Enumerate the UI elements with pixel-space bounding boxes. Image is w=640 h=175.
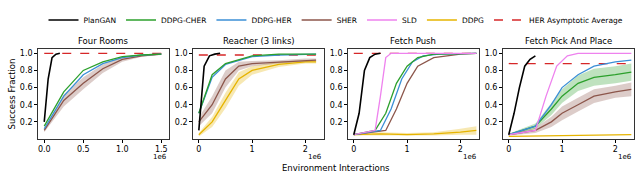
svg-text:HER Asymptotic Average: HER Asymptotic Average xyxy=(529,16,623,25)
svg-text:Fetch Push: Fetch Push xyxy=(390,36,436,46)
svg-text:SLD: SLD xyxy=(402,16,417,25)
svg-text:0.8: 0.8 xyxy=(330,66,343,75)
svg-text:0.8: 0.8 xyxy=(485,66,498,75)
svg-text:0.8: 0.8 xyxy=(175,66,188,75)
svg-text:1.5: 1.5 xyxy=(155,145,168,154)
svg-text:0.2: 0.2 xyxy=(175,118,188,127)
svg-text:1.0: 1.0 xyxy=(20,49,33,58)
svg-text:0.8: 0.8 xyxy=(20,66,33,75)
svg-text:0.2: 0.2 xyxy=(330,118,343,127)
svg-text:DDPG: DDPG xyxy=(462,16,484,25)
svg-text:Four Rooms: Four Rooms xyxy=(78,36,129,46)
svg-text:1e6: 1e6 xyxy=(308,153,322,161)
svg-text:0.4: 0.4 xyxy=(330,101,343,110)
svg-text:Reacher (3 links): Reacher (3 links) xyxy=(223,36,295,46)
svg-text:0.6: 0.6 xyxy=(485,83,498,92)
svg-text:1.0: 1.0 xyxy=(485,49,498,58)
svg-text:0.4: 0.4 xyxy=(175,101,188,110)
svg-text:2: 2 xyxy=(303,145,308,154)
svg-text:1: 1 xyxy=(405,145,410,154)
svg-text:Environment Interactions: Environment Interactions xyxy=(282,163,390,173)
svg-text:1: 1 xyxy=(559,145,564,154)
svg-text:1.0: 1.0 xyxy=(116,145,129,154)
svg-text:0.6: 0.6 xyxy=(175,83,188,92)
svg-text:0.6: 0.6 xyxy=(330,83,343,92)
svg-text:0.2: 0.2 xyxy=(20,118,33,127)
svg-text:0.0: 0.0 xyxy=(38,145,51,154)
svg-text:0.5: 0.5 xyxy=(77,145,90,154)
svg-text:DDPG-CHER: DDPG-CHER xyxy=(161,16,206,25)
svg-text:0.4: 0.4 xyxy=(485,101,498,110)
svg-text:0.2: 0.2 xyxy=(485,118,498,127)
svg-text:Fetch Pick And Place: Fetch Pick And Place xyxy=(525,36,612,46)
svg-text:0: 0 xyxy=(351,145,356,154)
svg-text:1e6: 1e6 xyxy=(463,153,477,161)
svg-text:Success Fraction: Success Fraction xyxy=(7,59,17,130)
svg-text:0: 0 xyxy=(506,145,511,154)
svg-text:0.4: 0.4 xyxy=(20,101,33,110)
svg-text:1.0: 1.0 xyxy=(175,49,188,58)
svg-text:2: 2 xyxy=(613,145,618,154)
svg-text:DDPG-HER: DDPG-HER xyxy=(251,16,291,25)
svg-text:SHER: SHER xyxy=(337,16,357,25)
svg-text:1e6: 1e6 xyxy=(618,153,632,161)
svg-text:1e6: 1e6 xyxy=(153,153,167,161)
svg-text:1: 1 xyxy=(250,145,255,154)
svg-text:PlanGAN: PlanGAN xyxy=(84,16,117,25)
svg-text:0.6: 0.6 xyxy=(20,83,33,92)
svg-text:0: 0 xyxy=(196,145,201,154)
svg-text:2: 2 xyxy=(458,145,463,154)
svg-text:1.0: 1.0 xyxy=(330,49,343,58)
